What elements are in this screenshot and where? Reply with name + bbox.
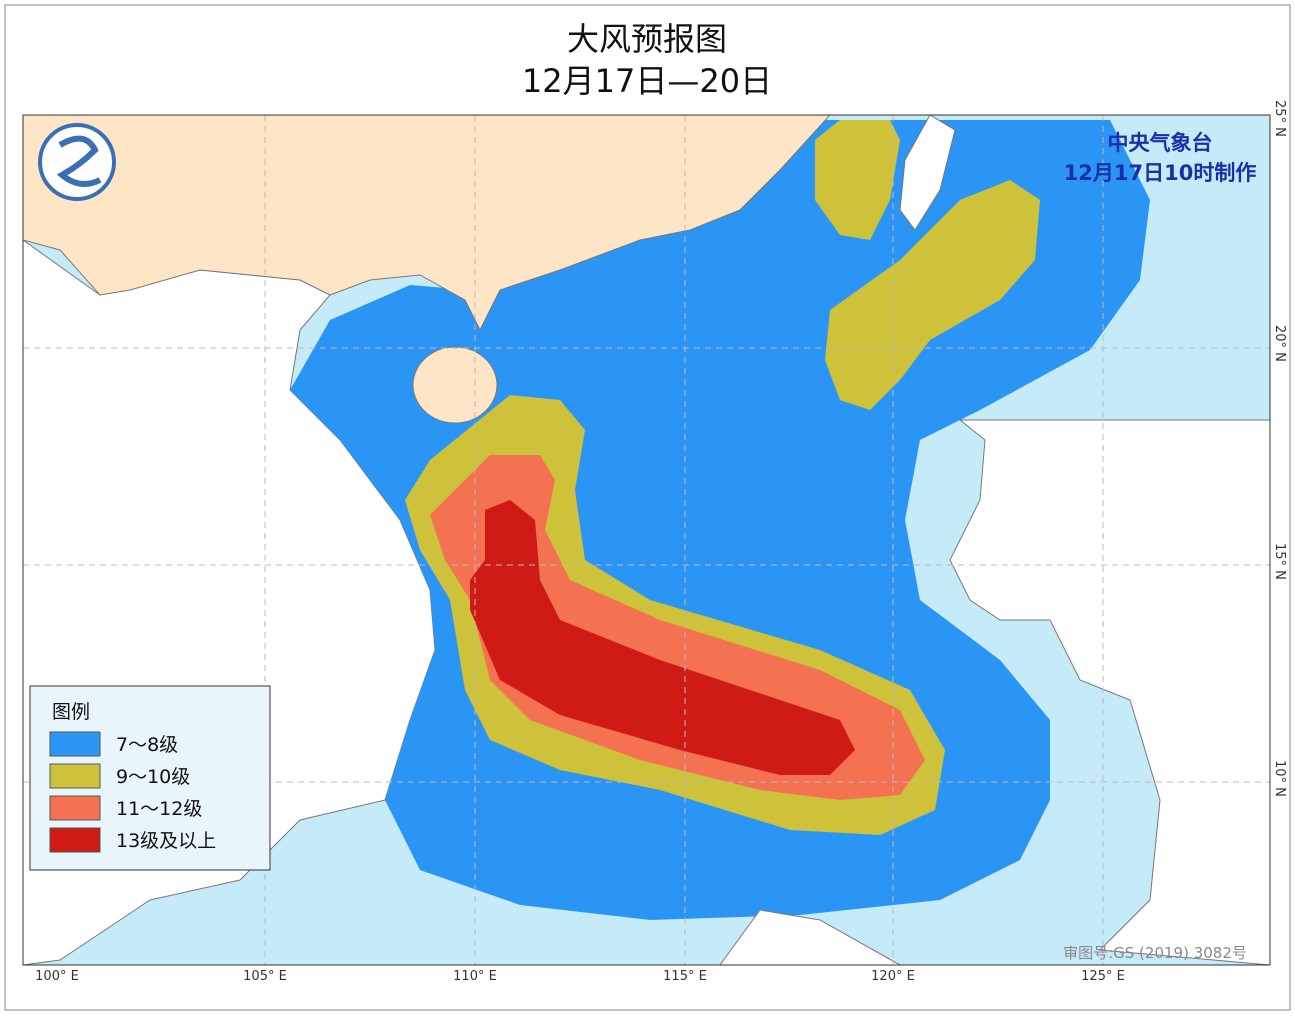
land-borneo: [719, 909, 902, 965]
lon-label: 105° E: [243, 969, 287, 984]
subtitle: 12月17日—20日: [522, 62, 772, 100]
legend-title: 图例: [52, 701, 90, 723]
logo: [38, 123, 116, 201]
legend: 图例 7～8级 9～10级 11～12级 13级及以上: [29, 685, 271, 871]
legend-swatch: [49, 795, 101, 821]
land-china: [23, 115, 831, 332]
lon-label: 100° E: [35, 969, 79, 984]
region-level2: [825, 180, 1040, 410]
lat-label: 25° N: [1272, 100, 1287, 137]
land-philippines: [949, 419, 1270, 965]
map-border: [22, 114, 1271, 966]
issue-time: 12月17日10时制作: [1064, 161, 1257, 185]
region-level4: [470, 500, 855, 775]
land-hainan: [412, 346, 498, 424]
land-taiwan: [899, 115, 956, 231]
lon-label: 125° E: [1081, 969, 1125, 984]
legend-label: 13级及以上: [116, 830, 216, 852]
approval-number: 审图号:GS (2019) 3082号: [1063, 944, 1247, 962]
legend-swatch: [49, 763, 101, 789]
legend-swatch: [49, 827, 101, 853]
legend-label: 11～12级: [116, 798, 202, 820]
lon-label: 120° E: [871, 969, 915, 984]
lat-label: 15° N: [1272, 543, 1287, 580]
region-level2: [815, 120, 900, 240]
lat-label: 20° N: [1272, 325, 1287, 362]
lon-label: 110° E: [453, 969, 497, 984]
legend-swatch: [49, 731, 101, 757]
issuer: 中央气象台: [1108, 131, 1213, 155]
title: 大风预报图: [567, 20, 727, 58]
legend-label: 9～10级: [116, 766, 190, 788]
lon-label: 115° E: [663, 969, 707, 984]
lat-label: 10° N: [1272, 760, 1287, 797]
legend-label: 7～8级: [116, 734, 178, 756]
